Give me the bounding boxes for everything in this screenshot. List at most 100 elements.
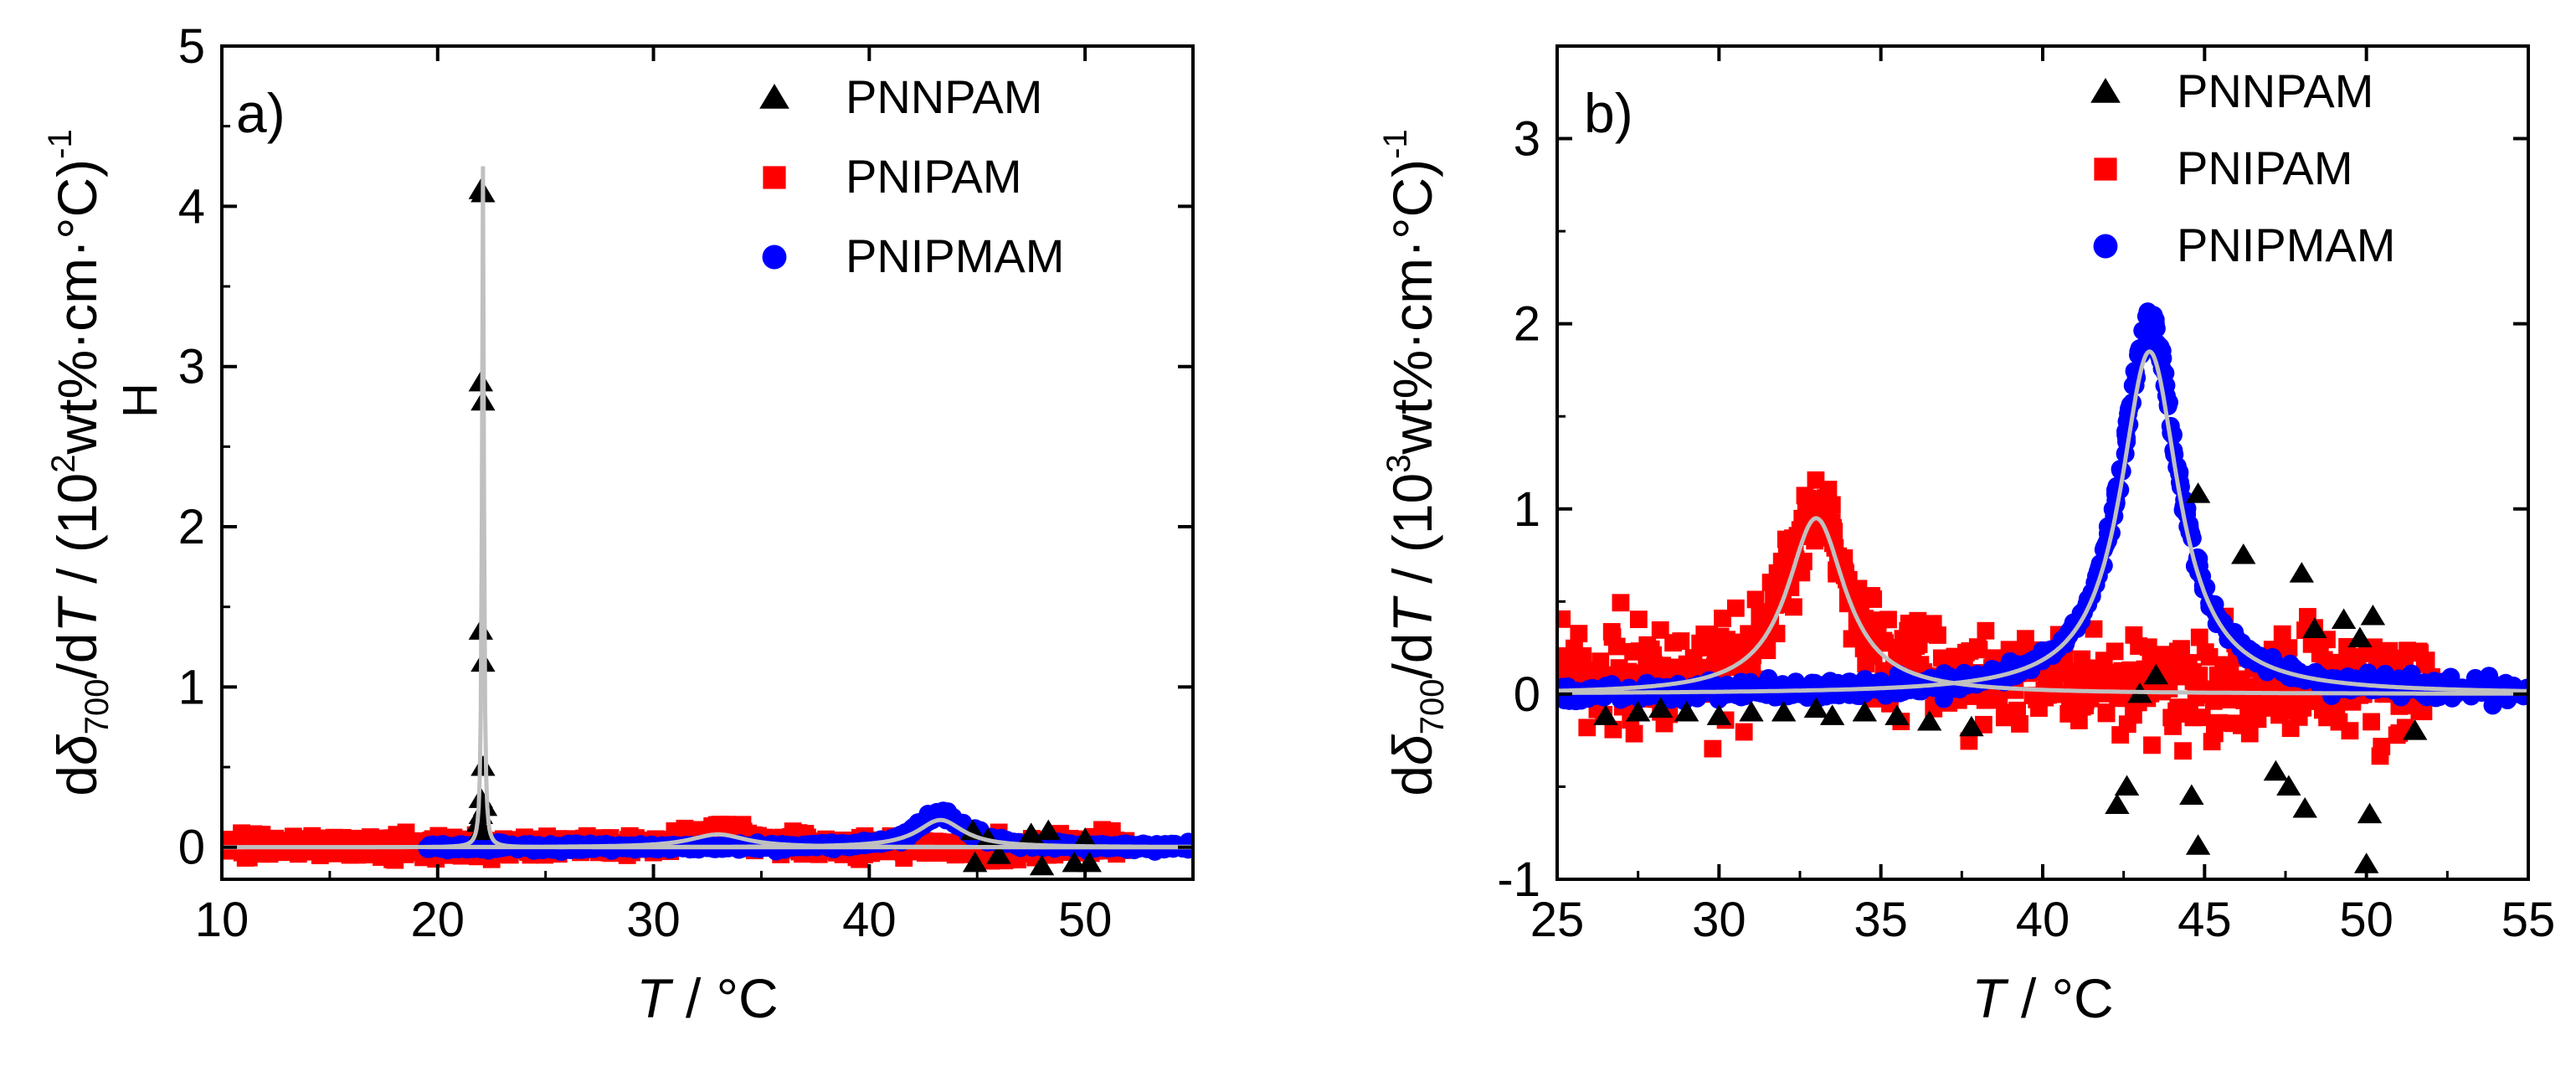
point-pnipam (2210, 713, 2229, 732)
point-pnnpam (1077, 851, 1102, 873)
point-pnipam (2341, 722, 2359, 740)
point-pnipam (2273, 625, 2291, 643)
point-pnipmam (2163, 425, 2183, 445)
panel-a: 10 20 30 40 50 0 1 2 3 4 5 a) T / °C dδ700/dT / (102w… (42, 19, 1195, 1029)
point-pnnpam (2331, 608, 2357, 629)
y-tick-label: 3 (1514, 112, 1540, 167)
y-tick-label: 1 (1514, 482, 1540, 537)
legend-marker (759, 84, 789, 109)
point-pnipam (2190, 628, 2208, 646)
legend-item-pnnpam: PNNPAM (2090, 64, 2373, 117)
point-pnnpam (2185, 834, 2211, 855)
point-pnipam (1968, 638, 1987, 657)
point-pnipam (2172, 640, 2190, 658)
point-pnnpam (986, 843, 1011, 864)
legend-item-pnipam: PNIPAM (2094, 142, 2353, 194)
legend-label: PNNPAM (846, 70, 1042, 123)
point-pnipam (1864, 590, 1883, 608)
point-pnipam (1672, 632, 1690, 650)
legend-label: PNIPMAM (846, 229, 1064, 282)
x-axis-title: T / °C (1972, 967, 2113, 1029)
plot-area-a (222, 166, 1193, 876)
legend-label: PNIPMAM (2177, 219, 2395, 271)
point-pnipam (1629, 610, 1648, 629)
y-tick-label: 0 (178, 821, 205, 875)
legend-label: PNIPAM (846, 150, 1022, 203)
legend-label: PNNPAM (2177, 64, 2373, 117)
y-tick-label: 5 (178, 19, 205, 74)
y-axis-title: dδ700/dT / (102wt%·cm·°C)-1 (42, 129, 116, 796)
x-tick-label: 40 (2016, 893, 2070, 947)
point-pnnpam (962, 851, 988, 873)
point-pnipmam (2143, 310, 2162, 329)
y-axis-title: dδ700/dT / (103wt%·cm·°C)-1 (1377, 129, 1451, 796)
legend-marker (2094, 157, 2117, 181)
point-pnnpam (2105, 793, 2130, 815)
point-pnipam (1591, 652, 1610, 671)
point-pnipam (1758, 641, 1776, 660)
point-pnipam (2270, 706, 2288, 724)
plot-area-b (1557, 302, 2528, 873)
point-pnipam (1909, 611, 1927, 630)
point-pnipam (2371, 747, 2389, 765)
legend-marker (2093, 234, 2118, 259)
point-pnnpam (2231, 543, 2256, 564)
point-pnipam (1746, 590, 1765, 609)
point-pnnpam (1072, 827, 1098, 848)
point-pnnpam (2114, 775, 2140, 796)
point-pnipam (2190, 666, 2208, 684)
point-pnipam (1612, 594, 1630, 612)
legend-marker (2090, 78, 2121, 103)
point-pnipam (1604, 720, 1622, 739)
point-pnipam (2154, 646, 2172, 664)
point-pnipam (1735, 723, 1753, 741)
point-pnipam (2143, 736, 2161, 754)
point-pnipam (1879, 610, 1897, 629)
legend-label: PNIPAM (2177, 142, 2353, 194)
x-tick-label: 35 (1854, 893, 1908, 947)
legend-marker (762, 245, 787, 270)
point-pnipam (1819, 481, 1838, 498)
point-pnipam (2193, 708, 2211, 727)
x-tick-label: 20 (411, 893, 465, 947)
point-pnipam (2008, 701, 2026, 719)
x-tick-label: 50 (1058, 893, 1113, 947)
point-pnnpam (2347, 626, 2373, 648)
point-pnipam (1578, 718, 1597, 737)
y-axis-subscript: H (113, 383, 167, 418)
panel-label: a) (236, 82, 285, 144)
point-pnipam (2070, 712, 2088, 729)
y-tick-label: 3 (178, 340, 205, 394)
point-pnipam (1557, 610, 1571, 628)
legend-marker (763, 166, 786, 189)
x-tick-label: 10 (195, 893, 249, 947)
point-pnnpam (1029, 854, 1055, 876)
point-pnipam (1704, 739, 1722, 758)
x-tick-label: 30 (1692, 893, 1746, 947)
point-pnipam (2164, 717, 2182, 735)
point-pnipam (1960, 732, 1978, 750)
legend-item-pnipmam: PNIPMAM (762, 229, 1064, 282)
point-pnipam (1726, 599, 1745, 617)
panel-label: b) (1584, 82, 1633, 144)
fit-curve (426, 817, 1193, 850)
point-pnipam (1570, 625, 1588, 643)
point-pnipam (2200, 648, 2219, 666)
x-tick-label: 50 (2339, 893, 2393, 947)
point-pnipam (2097, 703, 2116, 721)
point-pnipam (2363, 713, 2380, 731)
point-pnipam (1785, 598, 1802, 616)
legend-item-pnipmam: PNIPMAM (2093, 219, 2395, 271)
point-pnnpam (470, 755, 496, 776)
y-tick-label: 0 (1514, 667, 1540, 722)
series-pnnpam (466, 178, 1102, 876)
y-tick-label: -1 (1497, 852, 1540, 907)
y-tick-label: 2 (178, 500, 205, 554)
point-pnipam (1977, 621, 1995, 640)
point-pnnpam (2289, 562, 2315, 583)
point-pnipam (1714, 610, 1731, 627)
point-pnipam (2280, 639, 2298, 657)
point-pnnpam (2360, 605, 2386, 626)
